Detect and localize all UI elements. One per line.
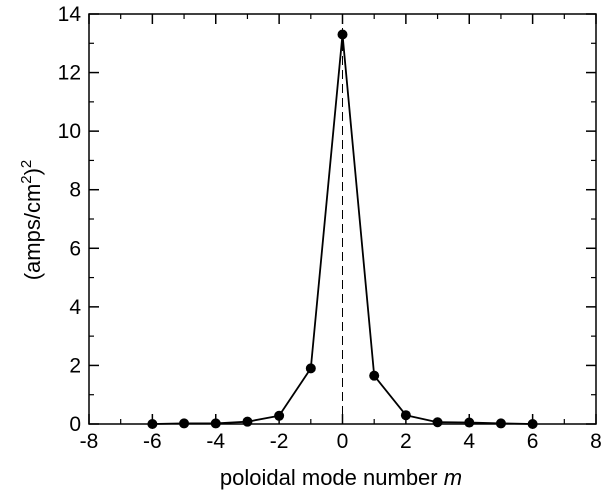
- x-tick-label: -2: [270, 430, 289, 453]
- y-tick-label: 14: [58, 3, 82, 26]
- x-tick-label: 4: [463, 430, 475, 453]
- data-point: [369, 370, 380, 381]
- x-tick-label: -4: [206, 430, 225, 453]
- data-point: [337, 29, 348, 40]
- y-tick-label: 8: [69, 179, 81, 202]
- y-tick-label: 6: [69, 237, 81, 260]
- x-tick-label: -6: [143, 430, 162, 453]
- y-tick-label: 2: [69, 354, 81, 377]
- y-axis-title: (amps/cm2)2: [18, 160, 45, 281]
- plot-area: [88, 13, 597, 425]
- x-tick-label: -8: [80, 430, 99, 453]
- y-tick-label: 12: [58, 62, 81, 85]
- x-tick-label: 6: [527, 430, 539, 453]
- data-point: [305, 363, 316, 374]
- ticks-layer: -8 -6 -4 -2 0 2 4 6 8 0 2 4 6 8 10 12 14: [58, 3, 602, 453]
- y-tick-label: 4: [69, 296, 81, 319]
- y-tick-label: 10: [58, 120, 81, 143]
- x-tick-label: 8: [590, 430, 602, 453]
- x-axis-title: poloidal mode number m: [220, 465, 462, 490]
- y-tick-label: 0: [69, 413, 81, 436]
- x-tick-label: 2: [400, 430, 412, 453]
- x-tick-label: 0: [337, 430, 349, 453]
